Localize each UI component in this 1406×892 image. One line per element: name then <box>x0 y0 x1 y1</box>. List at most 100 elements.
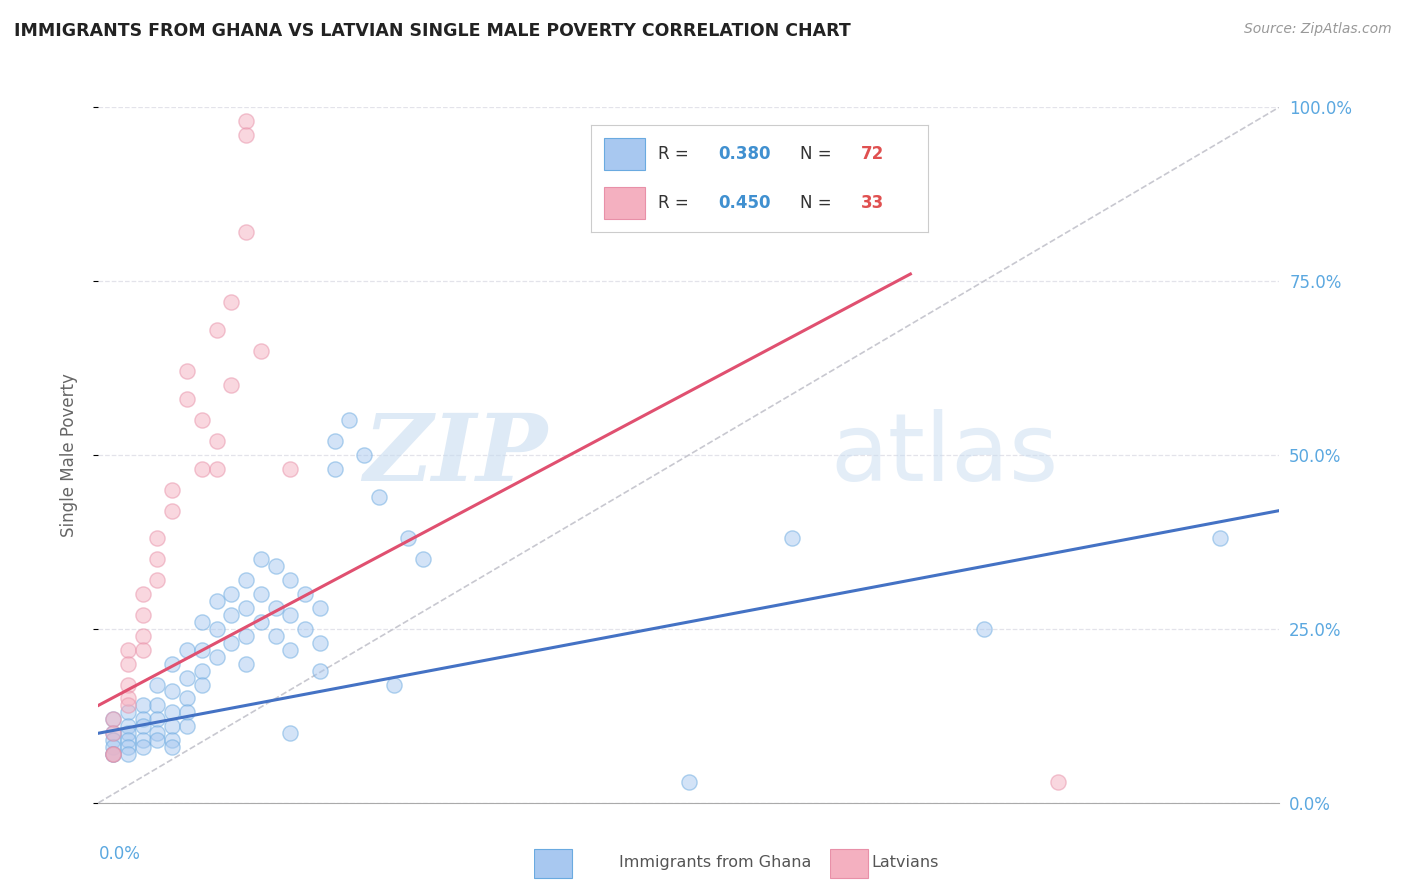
Point <box>117 677 139 691</box>
Point <box>162 706 183 720</box>
Point <box>117 706 139 720</box>
Point <box>146 552 169 566</box>
Point <box>235 573 257 587</box>
Point <box>103 712 125 726</box>
Point <box>191 642 214 657</box>
Point <box>176 364 198 378</box>
Point <box>1046 775 1069 789</box>
Point <box>250 552 273 566</box>
Point <box>294 587 316 601</box>
Point <box>103 712 125 726</box>
Point <box>219 587 242 601</box>
Point <box>219 607 242 622</box>
Text: IMMIGRANTS FROM GHANA VS LATVIAN SINGLE MALE POVERTY CORRELATION CHART: IMMIGRANTS FROM GHANA VS LATVIAN SINGLE … <box>14 22 851 40</box>
Point <box>250 615 273 629</box>
Point <box>250 343 273 358</box>
Point <box>235 225 257 239</box>
Point <box>103 747 125 761</box>
Point <box>103 747 125 761</box>
Point <box>132 733 155 747</box>
Point <box>191 615 214 629</box>
Point <box>308 664 332 678</box>
Point <box>103 740 125 755</box>
Point <box>162 684 183 698</box>
Point <box>103 733 125 747</box>
Point <box>117 698 139 713</box>
Point <box>264 601 287 615</box>
Point <box>117 691 139 706</box>
Point <box>132 587 155 601</box>
Point <box>278 726 302 740</box>
Point <box>132 712 155 726</box>
Point <box>176 719 198 733</box>
Text: 72: 72 <box>860 145 884 162</box>
Point <box>117 726 139 740</box>
Point <box>191 677 214 691</box>
Bar <box>605 187 644 219</box>
Text: Immigrants from Ghana: Immigrants from Ghana <box>619 855 811 870</box>
Point <box>264 629 287 643</box>
Point <box>235 629 257 643</box>
Point <box>117 657 139 671</box>
Text: N =: N = <box>800 194 831 212</box>
Point <box>162 740 183 755</box>
Point <box>191 462 214 476</box>
Point <box>132 740 155 755</box>
Point <box>117 733 139 747</box>
Point <box>250 587 273 601</box>
Point <box>146 698 169 713</box>
Point <box>132 719 155 733</box>
Bar <box>534 849 572 878</box>
Point <box>205 462 228 476</box>
Point <box>367 490 389 504</box>
Point <box>235 114 257 128</box>
Point <box>132 698 155 713</box>
Point <box>973 622 995 636</box>
Point <box>235 128 257 142</box>
Point <box>162 719 183 733</box>
Point <box>308 601 332 615</box>
Point <box>176 642 198 657</box>
Point <box>219 636 242 650</box>
Point <box>117 740 139 755</box>
Point <box>205 622 228 636</box>
Point <box>205 649 228 664</box>
Point <box>103 747 125 761</box>
Point <box>103 747 125 761</box>
Text: 33: 33 <box>860 194 884 212</box>
Bar <box>830 849 868 878</box>
Y-axis label: Single Male Poverty: Single Male Poverty <box>59 373 77 537</box>
Point <box>205 594 228 608</box>
Point <box>162 733 183 747</box>
Text: R =: R = <box>658 194 695 212</box>
Point <box>782 532 804 546</box>
Point <box>176 671 198 685</box>
Point <box>278 462 302 476</box>
Point <box>382 677 405 691</box>
Text: R =: R = <box>658 145 695 162</box>
Point <box>205 434 228 448</box>
Bar <box>605 137 644 169</box>
Text: 0.450: 0.450 <box>718 194 772 212</box>
Point <box>219 378 242 392</box>
Point <box>176 706 198 720</box>
Point <box>103 726 125 740</box>
Text: 0.0%: 0.0% <box>98 845 141 863</box>
Point <box>162 657 183 671</box>
Point <box>235 601 257 615</box>
Point <box>146 733 169 747</box>
Text: Latvians: Latvians <box>872 855 939 870</box>
Text: Source: ZipAtlas.com: Source: ZipAtlas.com <box>1244 22 1392 37</box>
Point <box>132 607 155 622</box>
Point <box>678 775 700 789</box>
Point <box>132 629 155 643</box>
Point <box>294 622 316 636</box>
Point <box>132 642 155 657</box>
Point <box>146 726 169 740</box>
Point <box>1209 532 1232 546</box>
Point <box>162 483 183 497</box>
Point <box>396 532 419 546</box>
Point <box>117 747 139 761</box>
Point <box>103 726 125 740</box>
Point <box>323 434 346 448</box>
